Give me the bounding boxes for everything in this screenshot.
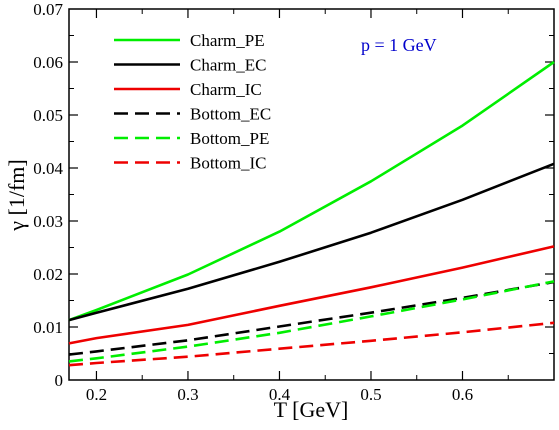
y-tick-label: 0.07 <box>33 0 63 19</box>
y-tick-label: 0 <box>55 371 64 390</box>
series-lines <box>68 60 555 367</box>
x-tick-label: 0.4 <box>269 385 291 404</box>
x-axis: 0.2 0.3 0.4 0.5 0.6 <box>86 9 509 404</box>
y-tick-label: 0.06 <box>33 53 63 72</box>
legend-label: Bottom_PE <box>190 129 269 148</box>
series-line-charm-ic <box>68 245 555 345</box>
y-tick-label: 0.05 <box>33 106 63 125</box>
series-line-bottom-ic <box>68 321 555 367</box>
x-axis-title: T [GeV] <box>274 397 349 422</box>
legend-label: Bottom_IC <box>190 154 267 173</box>
x-tick-label: 0.5 <box>360 385 381 404</box>
legend-label: Charm_IC <box>190 80 262 99</box>
y-tick-label: 0.02 <box>33 265 63 284</box>
series-line-charm-ec <box>68 162 555 322</box>
y-tick-label: 0.03 <box>33 212 63 231</box>
y-axis-title: γ [1/fm] <box>4 159 29 231</box>
x-tick-label: 0.3 <box>177 385 198 404</box>
legend-label: Charm_PE <box>190 31 265 50</box>
y-tick-label: 0.04 <box>33 159 63 178</box>
series-line-bottom-ec <box>68 280 555 356</box>
y-tick-label: 0.01 <box>33 318 63 337</box>
x-tick-label: 0.2 <box>86 385 107 404</box>
annotation-text: p = 1 GeV <box>361 35 437 55</box>
series-line-charm-pe <box>68 60 555 322</box>
series-line-bottom-pe <box>68 280 555 363</box>
legend-label: Bottom_EC <box>190 105 271 124</box>
legend-label: Charm_EC <box>190 56 267 75</box>
x-tick-label: 0.6 <box>452 385 473 404</box>
y-axis: 0 0.01 0.02 0.03 0.04 0.05 0.06 0.07 <box>33 0 554 390</box>
legend: Charm_PE Charm_EC Charm_IC Bottom_EC Bottom_… <box>114 31 271 173</box>
